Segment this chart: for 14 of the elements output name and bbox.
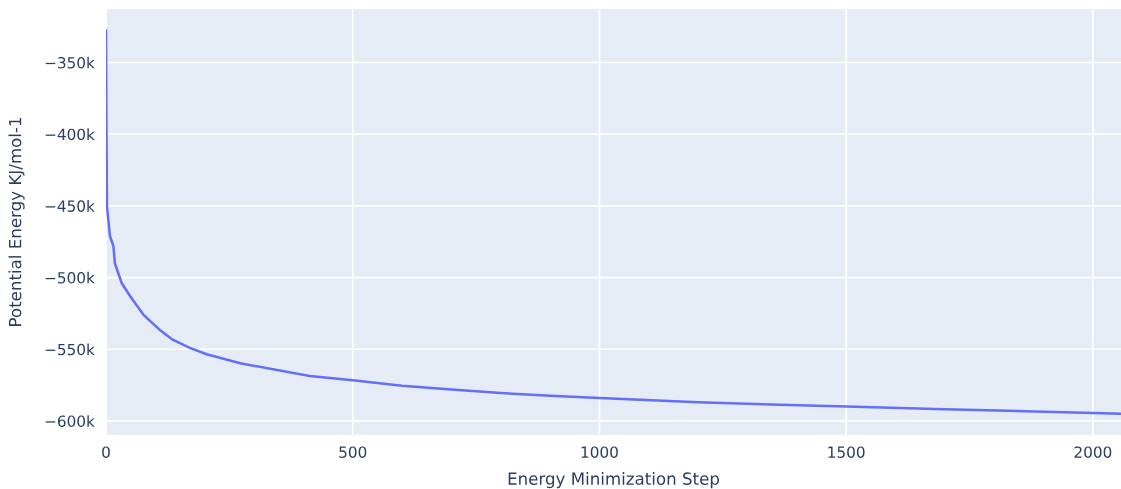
y-tick-label: −600k [45, 415, 95, 427]
x-tick-label: 500 [339, 446, 367, 458]
y-tick-label: −350k [45, 56, 95, 69]
x-tick-label: 2000 [1074, 446, 1112, 458]
x-tick-label: 0 [102, 446, 110, 458]
y-tick-label: −400k [45, 128, 95, 141]
x-tick-label: 1000 [581, 446, 618, 458]
y-tick-label: −500k [45, 271, 95, 284]
y-tick-label: −550k [45, 343, 95, 356]
y-tick-label: −450k [45, 200, 95, 212]
y-axis-title: Potential Energy KJ/mol-1 [8, 117, 25, 326]
line-series [106, 29, 1121, 416]
x-axis-title: Energy Minimization Step [508, 472, 720, 489]
x-tick-label: 1500 [828, 446, 865, 458]
